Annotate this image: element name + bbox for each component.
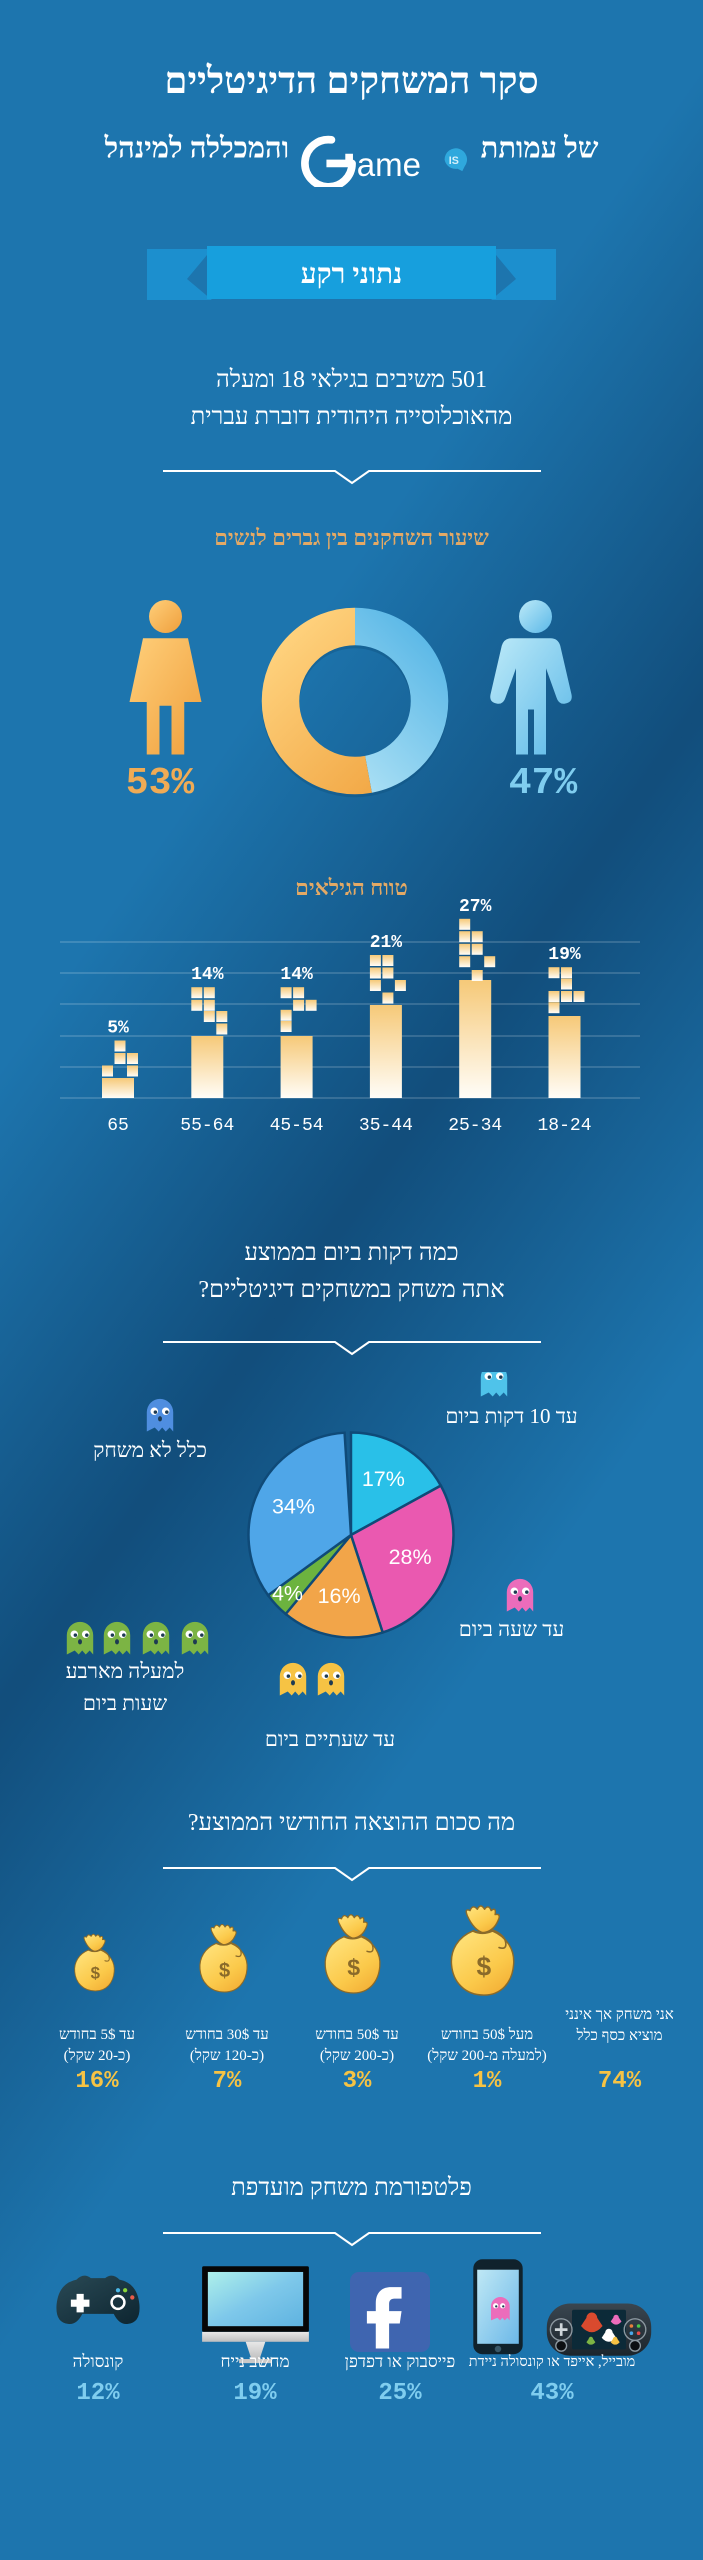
svg-text:18-24: 18-24 — [537, 1116, 591, 1136]
svg-text:$: $ — [348, 1955, 361, 1981]
svg-text:28%: 28% — [389, 1545, 432, 1569]
svg-text:$: $ — [476, 1952, 491, 1982]
svg-text:19%: 19% — [548, 945, 581, 965]
svg-text:25-34: 25-34 — [448, 1116, 502, 1136]
svg-text:27%: 27% — [459, 897, 492, 917]
svg-text:$: $ — [90, 1963, 100, 1982]
svg-text:35-44: 35-44 — [359, 1116, 413, 1136]
svg-text:4%: 4% — [272, 1581, 303, 1605]
svg-text:55-64: 55-64 — [180, 1116, 234, 1136]
svg-text:34%: 34% — [272, 1495, 315, 1519]
svg-text:17%: 17% — [362, 1467, 405, 1491]
svg-text:$: $ — [219, 1960, 230, 1982]
svg-text:45-54: 45-54 — [270, 1116, 324, 1136]
svg-text:נתוני רקע: נתוני רקע — [301, 259, 402, 290]
svg-text:5%: 5% — [107, 1019, 129, 1039]
svg-text:65: 65 — [107, 1116, 129, 1136]
svg-text:14%: 14% — [280, 965, 313, 985]
svg-text:21%: 21% — [370, 933, 403, 953]
svg-text:14%: 14% — [191, 965, 224, 985]
svg-text:16%: 16% — [318, 1584, 361, 1608]
